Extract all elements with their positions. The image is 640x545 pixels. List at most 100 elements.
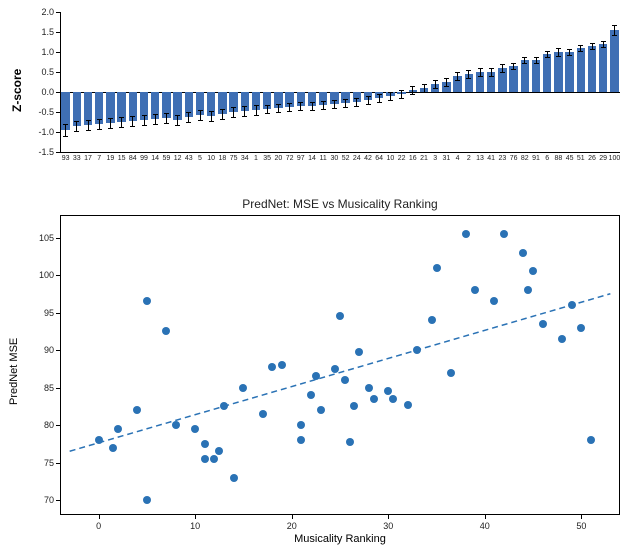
error-bar xyxy=(76,121,77,131)
error-cap xyxy=(63,124,68,125)
error-cap xyxy=(310,110,315,111)
error-cap xyxy=(108,118,113,119)
error-cap xyxy=(466,78,471,79)
error-cap xyxy=(511,63,516,64)
bar xyxy=(599,44,607,92)
scatter-point xyxy=(587,436,595,444)
scatter-point xyxy=(230,474,238,482)
error-cap xyxy=(108,128,113,129)
error-cap xyxy=(175,115,180,116)
error-cap xyxy=(388,100,393,101)
scatter-point xyxy=(404,401,412,409)
error-cap xyxy=(130,126,135,127)
error-bar xyxy=(110,118,111,128)
error-cap xyxy=(265,113,270,114)
scatter-point xyxy=(268,363,276,371)
x-tick-label: 97 xyxy=(297,155,305,162)
error-bar xyxy=(435,80,436,88)
error-bar xyxy=(312,102,313,110)
error-cap xyxy=(578,51,583,52)
error-cap xyxy=(422,84,427,85)
error-cap xyxy=(86,120,91,121)
error-cap xyxy=(511,69,516,70)
scatter-point xyxy=(428,316,436,324)
error-cap xyxy=(601,47,606,48)
scatter-point xyxy=(278,361,286,369)
x-tick-label: 41 xyxy=(487,155,495,162)
scatter-point xyxy=(447,369,455,377)
x-tick-label: 30 xyxy=(330,155,338,162)
error-bar xyxy=(289,103,290,111)
x-axis-title: Musicality Ranking xyxy=(60,533,620,545)
x-tick-label: 64 xyxy=(375,155,383,162)
x-tick-label: 3 xyxy=(433,155,437,162)
y-axis-title: PredNet MSE xyxy=(8,325,20,405)
x-tick-label: 31 xyxy=(442,155,450,162)
x-tick-label: 6 xyxy=(545,155,549,162)
y-tick-label: 85 xyxy=(30,383,54,393)
x-tick-label: 72 xyxy=(286,155,294,162)
error-cap xyxy=(321,101,326,102)
error-bar xyxy=(356,98,357,106)
error-cap xyxy=(500,64,505,65)
error-cap xyxy=(164,113,169,114)
error-cap xyxy=(444,86,449,87)
error-cap xyxy=(343,99,348,100)
error-bar xyxy=(502,64,503,72)
x-tick-label: 4 xyxy=(456,155,460,162)
scatter-point xyxy=(172,421,180,429)
scatter-point xyxy=(389,395,397,403)
x-tick-label: 30 xyxy=(383,521,393,531)
x-tick-label: 11 xyxy=(320,155,327,162)
error-bar xyxy=(278,104,279,112)
x-tick-label: 29 xyxy=(599,155,607,162)
error-bar xyxy=(99,119,100,129)
error-cap xyxy=(298,110,303,111)
error-cap xyxy=(287,111,292,112)
error-bar xyxy=(65,124,66,136)
error-cap xyxy=(198,120,203,121)
scatter-point xyxy=(577,324,585,332)
scatter-point xyxy=(433,264,441,272)
error-cap xyxy=(590,43,595,44)
y-tick-label: -0.5 xyxy=(30,107,54,117)
scatter-point xyxy=(539,320,547,328)
error-bar xyxy=(334,100,335,108)
error-cap xyxy=(612,35,617,36)
error-cap xyxy=(612,25,617,26)
error-cap xyxy=(220,109,225,110)
x-tick-label: 19 xyxy=(106,155,114,162)
error-cap xyxy=(209,121,214,122)
error-cap xyxy=(455,80,460,81)
error-cap xyxy=(276,112,281,113)
scatter-point xyxy=(462,230,470,238)
error-bar xyxy=(390,92,391,100)
x-tick xyxy=(99,515,100,519)
error-cap xyxy=(74,121,79,122)
scatter-point xyxy=(201,455,209,463)
y-tick-label: 100 xyxy=(30,270,54,280)
x-tick-label: 10 xyxy=(207,155,215,162)
scatter-point xyxy=(341,376,349,384)
error-bar xyxy=(468,70,469,78)
error-bar xyxy=(222,109,223,119)
error-cap xyxy=(410,86,415,87)
x-tick-label: 15 xyxy=(118,155,126,162)
chart-title: PredNet: MSE vs Musicality Ranking xyxy=(60,197,620,211)
y-tick-label: 1.0 xyxy=(30,47,54,57)
error-cap xyxy=(142,115,147,116)
x-tick-label: 26 xyxy=(588,155,596,162)
y-tick-label: 1.5 xyxy=(30,27,54,37)
scatter-point xyxy=(259,410,267,418)
x-tick-label: 52 xyxy=(342,155,350,162)
x-tick-label: 18 xyxy=(218,155,226,162)
bar xyxy=(521,60,529,92)
x-tick-label: 99 xyxy=(140,155,148,162)
error-bar xyxy=(121,117,122,127)
scatter-point xyxy=(239,384,247,392)
error-cap xyxy=(366,96,371,97)
error-cap xyxy=(422,92,427,93)
error-bar xyxy=(256,105,257,115)
error-cap xyxy=(534,57,539,58)
error-cap xyxy=(231,117,236,118)
